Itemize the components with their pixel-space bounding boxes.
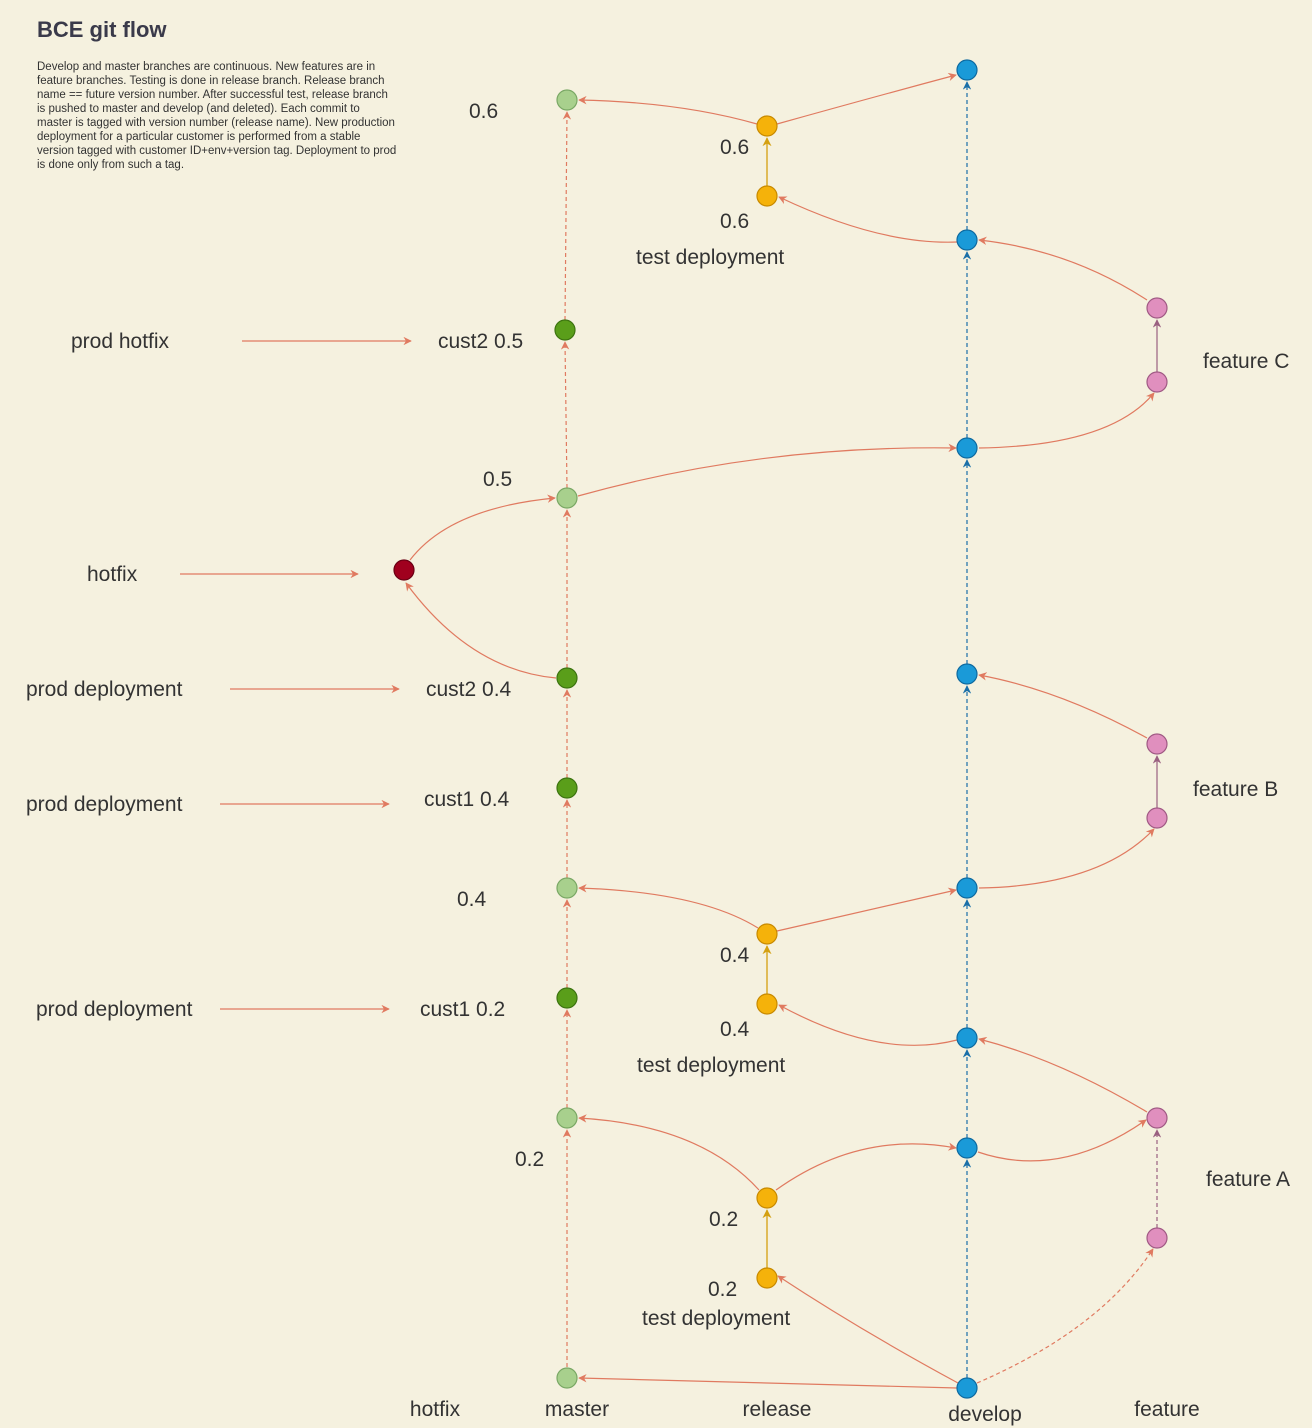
develop-to-feature-b-arrow	[978, 828, 1155, 889]
release-node	[756, 993, 778, 1015]
prod-deployment-label: prod deployment	[26, 793, 183, 816]
master-nodes	[554, 89, 578, 1389]
feature-node	[1146, 1107, 1168, 1129]
develop-node	[956, 1377, 978, 1399]
develop-to-feature-a-merge-arrow	[977, 1119, 1147, 1162]
master-tag-node	[556, 487, 578, 509]
release-02-to-master-arrow	[578, 1114, 760, 1191]
lane-labels: hotfix master release develop feature	[410, 1398, 1200, 1426]
feature-node	[1146, 1227, 1168, 1249]
feature-labels: feature A feature B feature C	[1193, 350, 1290, 1191]
develop-node	[956, 877, 978, 899]
master-tag-label: cust1 0.4	[424, 788, 510, 811]
develop-to-release-06-arrow	[778, 196, 958, 243]
lane-label-release: release	[743, 1398, 812, 1421]
master-tag-label: 0.2	[515, 1148, 544, 1171]
release-tag-label: 0.6	[720, 210, 749, 233]
master-tag-label: 0.5	[483, 468, 512, 491]
master-tag-labels: 0.6 cust2 0.5 0.5 cust2 0.4 cust1 0.4 0.…	[420, 100, 544, 1171]
feature-b-to-develop-arrow	[978, 672, 1148, 739]
develop-node	[956, 663, 978, 685]
develop-to-release-02-arrow	[777, 1275, 959, 1384]
feature-nodes	[1146, 297, 1168, 1249]
release-02-to-develop-arrow	[775, 1142, 957, 1191]
feature-c-label: feature C	[1203, 350, 1289, 373]
release-tag-label: 0.4	[720, 944, 750, 967]
release-node	[756, 185, 778, 207]
lane-label-feature: feature	[1134, 1398, 1199, 1421]
master-tag-node	[556, 877, 578, 899]
hotfix-label: hotfix	[87, 563, 138, 586]
release-node	[756, 115, 778, 137]
test-deployment-label: test deployment	[637, 1054, 785, 1077]
master-segment	[560, 341, 570, 489]
master-prod-node	[556, 987, 578, 1009]
master-prod-node	[556, 777, 578, 799]
hotfix-node	[393, 559, 415, 581]
release-tag-label: 0.4	[720, 1018, 750, 1041]
master-tag-node	[556, 89, 578, 111]
release-06-to-master-arrow	[578, 95, 758, 125]
test-deployment-label: test deployment	[642, 1307, 790, 1330]
release-tag-labels: 0.6 0.6 test deployment 0.4 0.4 test dep…	[636, 136, 790, 1330]
develop-to-release-04-arrow	[778, 1004, 958, 1046]
release-nodes	[756, 115, 778, 1289]
develop-to-master-arrow	[578, 1374, 958, 1389]
develop-node	[956, 1027, 978, 1049]
master-prod-node	[556, 667, 578, 689]
release-node	[756, 1267, 778, 1289]
prod-deployment-label: prod deployment	[26, 678, 183, 701]
feature-node	[1146, 807, 1168, 829]
feature-node	[1146, 371, 1168, 393]
develop-node	[956, 1137, 978, 1159]
master-tag-node	[556, 1107, 578, 1129]
release-04-to-master-arrow	[578, 884, 759, 929]
master-tag-label: cust1 0.2	[420, 998, 505, 1021]
feature-a-to-develop-arrow	[978, 1036, 1148, 1113]
feature-node	[1146, 297, 1168, 319]
master-trunk	[560, 111, 572, 1367]
feature-node	[1146, 733, 1168, 755]
hotfix-to-master-arrow	[409, 494, 556, 561]
master-tag-label: cust2 0.5	[438, 330, 523, 353]
develop-node	[956, 437, 978, 459]
feature-b-label: feature B	[1193, 778, 1278, 801]
lane-label-master: master	[545, 1398, 609, 1421]
release-04-to-develop-arrow	[776, 887, 957, 932]
master-to-hotfix-arrow	[405, 582, 557, 679]
release-node	[756, 923, 778, 945]
master-tag-label: 0.6	[469, 100, 498, 123]
diagram-title: BCE git flow	[37, 17, 167, 42]
release-tag-label: 0.2	[709, 1208, 738, 1231]
left-annotations: prod hotfix hotfix prod deployment prod …	[26, 330, 193, 1021]
flow-arrows	[180, 72, 1155, 1389]
prod-hotfix-label: prod hotfix	[71, 330, 170, 353]
master-tag-node	[556, 1367, 578, 1389]
master-to-develop-arrow	[577, 443, 957, 497]
master-tag-label: cust2 0.4	[426, 678, 512, 701]
develop-to-feature-c-arrow	[978, 392, 1155, 449]
hotfix-nodes	[393, 559, 415, 581]
release-tag-label: 0.2	[708, 1278, 737, 1301]
diagram-description: Develop and master branches are continuo…	[37, 61, 397, 171]
develop-node	[956, 229, 978, 251]
lane-label-hotfix: hotfix	[410, 1398, 461, 1421]
develop-node	[956, 59, 978, 81]
feature-c-to-develop-arrow	[978, 236, 1148, 301]
feature-a-label: feature A	[1206, 1168, 1290, 1191]
develop-nodes	[956, 59, 978, 1399]
release-06-to-develop-arrow	[776, 72, 957, 125]
release-node	[756, 1187, 778, 1209]
develop-to-feature-a-arrow	[976, 1248, 1154, 1384]
lane-label-develop: develop	[948, 1403, 1022, 1426]
master-prod-node	[554, 319, 576, 341]
test-deployment-label: test deployment	[636, 246, 784, 269]
master-tag-label: 0.4	[457, 888, 487, 911]
release-tag-label: 0.6	[720, 136, 749, 159]
master-segment	[562, 111, 572, 321]
prod-deployment-label: prod deployment	[36, 998, 193, 1021]
